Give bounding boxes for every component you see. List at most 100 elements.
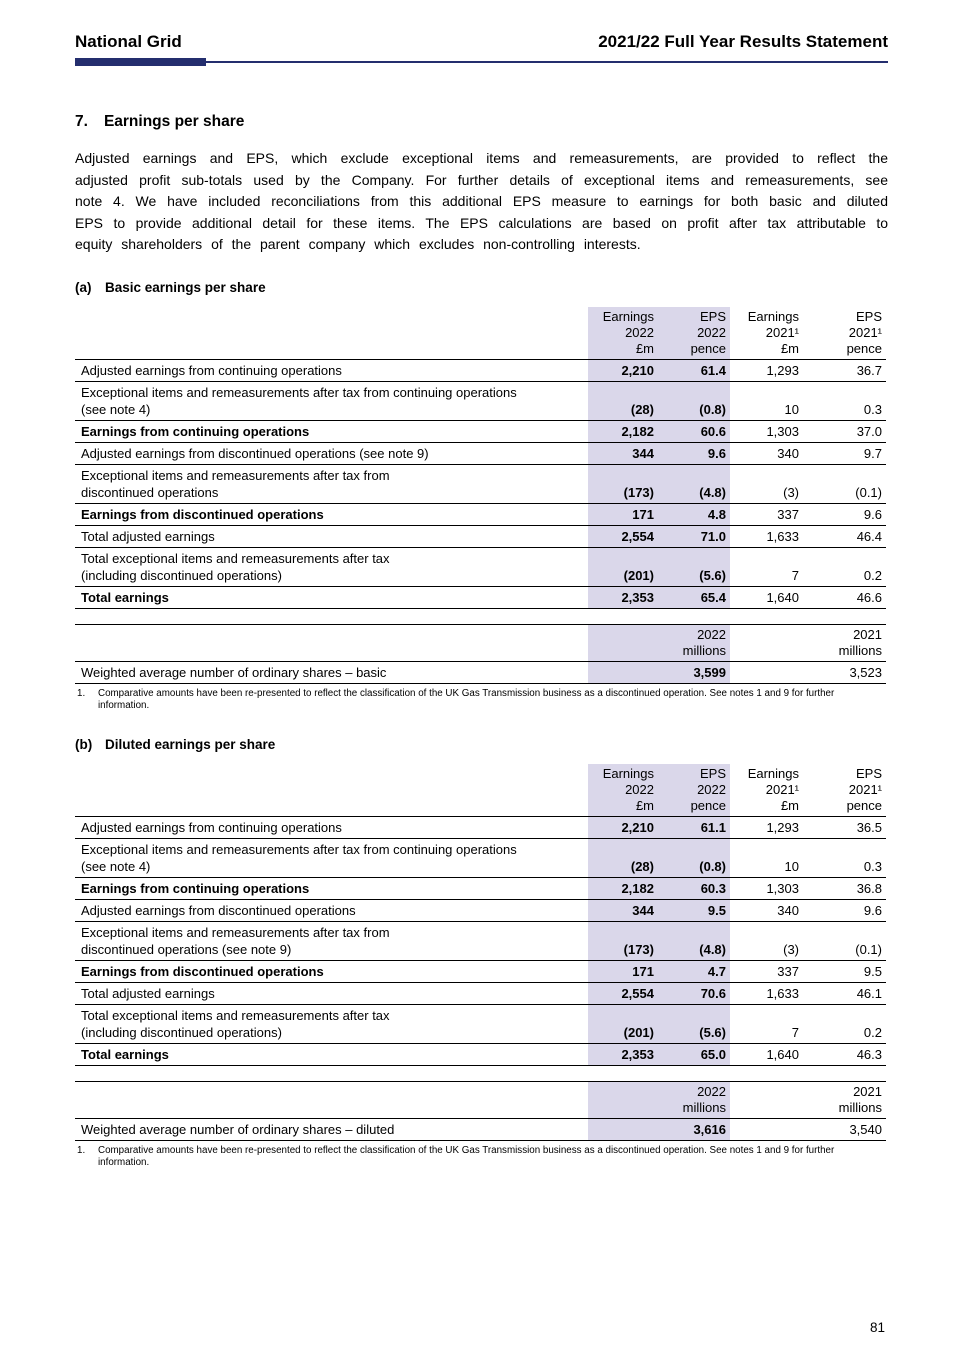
row-label: Earnings from continuing operations [81, 423, 310, 439]
eps-2022-value: 65.4 [658, 586, 730, 608]
table-row: Exceptional items and remeasurements aft… [75, 464, 886, 503]
table-subtotal-row: Earnings from discontinued operations 17… [75, 503, 886, 525]
row-label: Weighted average number of ordinary shar… [81, 664, 387, 680]
subsection-heading-diluted: (b) Diluted earnings per share [75, 737, 888, 752]
col-header-line: 2022 [625, 781, 654, 797]
table-row: Total adjusted earnings 2,554 70.6 1,633… [75, 982, 886, 1004]
footnote: 1. Comparative amounts have been re-pres… [75, 688, 865, 713]
eps-2021-value: 37.0 [856, 423, 882, 439]
intro-paragraph: Adjusted earnings and EPS, which exclude… [75, 150, 888, 252]
col-header-line: £m [780, 340, 799, 356]
row-label: Total exceptional items and remeasuremen… [81, 550, 390, 583]
col-header-line: pence [846, 340, 882, 356]
table-subtotal-row: Earnings from continuing operations 2,18… [75, 877, 886, 899]
table-row: Total exceptional items and remeasuremen… [75, 1004, 886, 1043]
col-header-line: Earnings [747, 765, 799, 781]
col-header-2022-millions: 2022 millions [588, 1081, 730, 1118]
page-number: 81 [869, 1320, 885, 1335]
earnings-2021-value: (3) [783, 484, 799, 500]
eps-2022-value: 61.1 [658, 816, 730, 838]
earnings-2022-value: 344 [588, 442, 658, 464]
table-row: Total exceptional items and remeasuremen… [75, 547, 886, 586]
eps-2021-value: 9.5 [863, 963, 882, 979]
row-label: Total earnings [81, 1046, 169, 1062]
earnings-2021-value: 1,293 [766, 362, 799, 378]
eps-2021-value: 0.3 [863, 401, 882, 417]
section-number: 7. [75, 113, 88, 130]
col-header-line: pence [690, 797, 726, 813]
eps-2021-value: 0.3 [863, 858, 882, 874]
earnings-2021-value: 7 [791, 567, 799, 583]
eps-2021-value: 9.6 [863, 506, 882, 522]
row-label: Total adjusted earnings [81, 985, 215, 1001]
eps-2022-value: 61.4 [658, 359, 730, 381]
col-header-earnings-2021: Earnings 2021¹ £m [730, 764, 803, 817]
earnings-2022-value: (173) [588, 464, 658, 503]
footnote-number: 1. [77, 1144, 86, 1156]
row-label-header [75, 307, 588, 360]
row-label-header [75, 1081, 588, 1118]
eps-2022-value: (0.8) [658, 838, 730, 877]
earnings-2022-value: (28) [588, 381, 658, 420]
col-header-line: 2022 [697, 324, 726, 340]
earnings-2021-value: 10 [784, 401, 799, 417]
earnings-2021-value: 1,303 [766, 880, 799, 896]
col-header-earnings-2022: Earnings 2022 £m [588, 763, 658, 816]
earnings-2021-value: 337 [777, 963, 799, 979]
col-header-line: 2022 [697, 626, 726, 642]
col-header-line: Earnings [602, 308, 654, 324]
eps-2022-value: (4.8) [658, 921, 730, 960]
eps-2021-value: (0.1) [855, 484, 882, 500]
col-header-line: 2021¹ [848, 781, 882, 797]
col-header-line: 2021 [853, 626, 882, 642]
row-label: Adjusted earnings from discontinued oper… [81, 902, 356, 918]
earnings-2021-value: 1,633 [766, 528, 799, 544]
col-header-2021-millions: 2021 millions [730, 624, 886, 661]
col-header-eps-2022: EPS 2022 pence [658, 763, 730, 816]
section-heading: 7. Earnings per share [75, 113, 888, 131]
row-label: Exceptional items and remeasurements aft… [81, 467, 390, 500]
shares-2021-value: 3,523 [849, 664, 882, 680]
earnings-2021-value: 10 [784, 858, 799, 874]
eps-2021-value: 46.3 [856, 1046, 882, 1062]
col-header-line: 2021 [853, 1083, 882, 1099]
earnings-2021-value: 7 [791, 1024, 799, 1040]
eps-2021-value: (0.1) [855, 941, 882, 957]
earnings-2022-value: 171 [588, 960, 658, 982]
table-row: Exceptional items and remeasurements aft… [75, 838, 886, 877]
table-row: Weighted average number of ordinary shar… [75, 661, 886, 683]
table-row: Adjusted earnings from continuing operat… [75, 816, 886, 838]
table-row: Adjusted earnings from discontinued oper… [75, 899, 886, 921]
row-label: Total adjusted earnings [81, 528, 215, 544]
row-label: Exceptional items and remeasurements aft… [81, 384, 517, 417]
subsection-heading-basic: (a) Basic earnings per share [75, 280, 888, 295]
eps-2021-value: 36.7 [856, 362, 882, 378]
row-label: Adjusted earnings from continuing operat… [81, 819, 342, 835]
earnings-2022-value: (201) [588, 1004, 658, 1043]
footnote-text: Comparative amounts have been re-present… [98, 1144, 835, 1169]
earnings-2021-value: (3) [783, 941, 799, 957]
table-header-row: Earnings 2022 £m EPS 2022 pence Earnings… [75, 306, 886, 360]
table-row: Adjusted earnings from continuing operat… [75, 359, 886, 381]
earnings-2021-value: 1,640 [766, 589, 799, 605]
eps-2021-value: 9.6 [863, 902, 882, 918]
earnings-2021-value: 1,640 [766, 1046, 799, 1062]
row-label: Earnings from continuing operations [81, 880, 310, 896]
earnings-2021-value: 337 [777, 506, 799, 522]
document-title: 2021/22 Full Year Results Statement [598, 32, 888, 51]
eps-2021-value: 0.2 [863, 567, 882, 583]
basic-eps-table: Earnings 2022 £m EPS 2022 pence Earnings… [75, 306, 886, 609]
earnings-2021-value: 1,293 [766, 819, 799, 835]
header-rule-accent-bar [75, 58, 206, 66]
basic-shares-table: 2022 millions 2021 millions Weighted ave… [75, 623, 886, 684]
table-row: Exceptional items and remeasurements aft… [75, 381, 886, 420]
row-label: Weighted average number of ordinary shar… [81, 1121, 395, 1137]
row-label: Total earnings [81, 589, 169, 605]
table-subtotal-row: Earnings from continuing operations 2,18… [75, 420, 886, 442]
eps-2022-value: 4.7 [658, 960, 730, 982]
earnings-2022-value: 2,353 [588, 1043, 658, 1065]
eps-2021-value: 46.4 [856, 528, 882, 544]
table-header-row: 2022 millions 2021 millions [75, 624, 886, 661]
col-header-line: EPS [855, 765, 882, 781]
col-header-line: millions [682, 642, 726, 658]
